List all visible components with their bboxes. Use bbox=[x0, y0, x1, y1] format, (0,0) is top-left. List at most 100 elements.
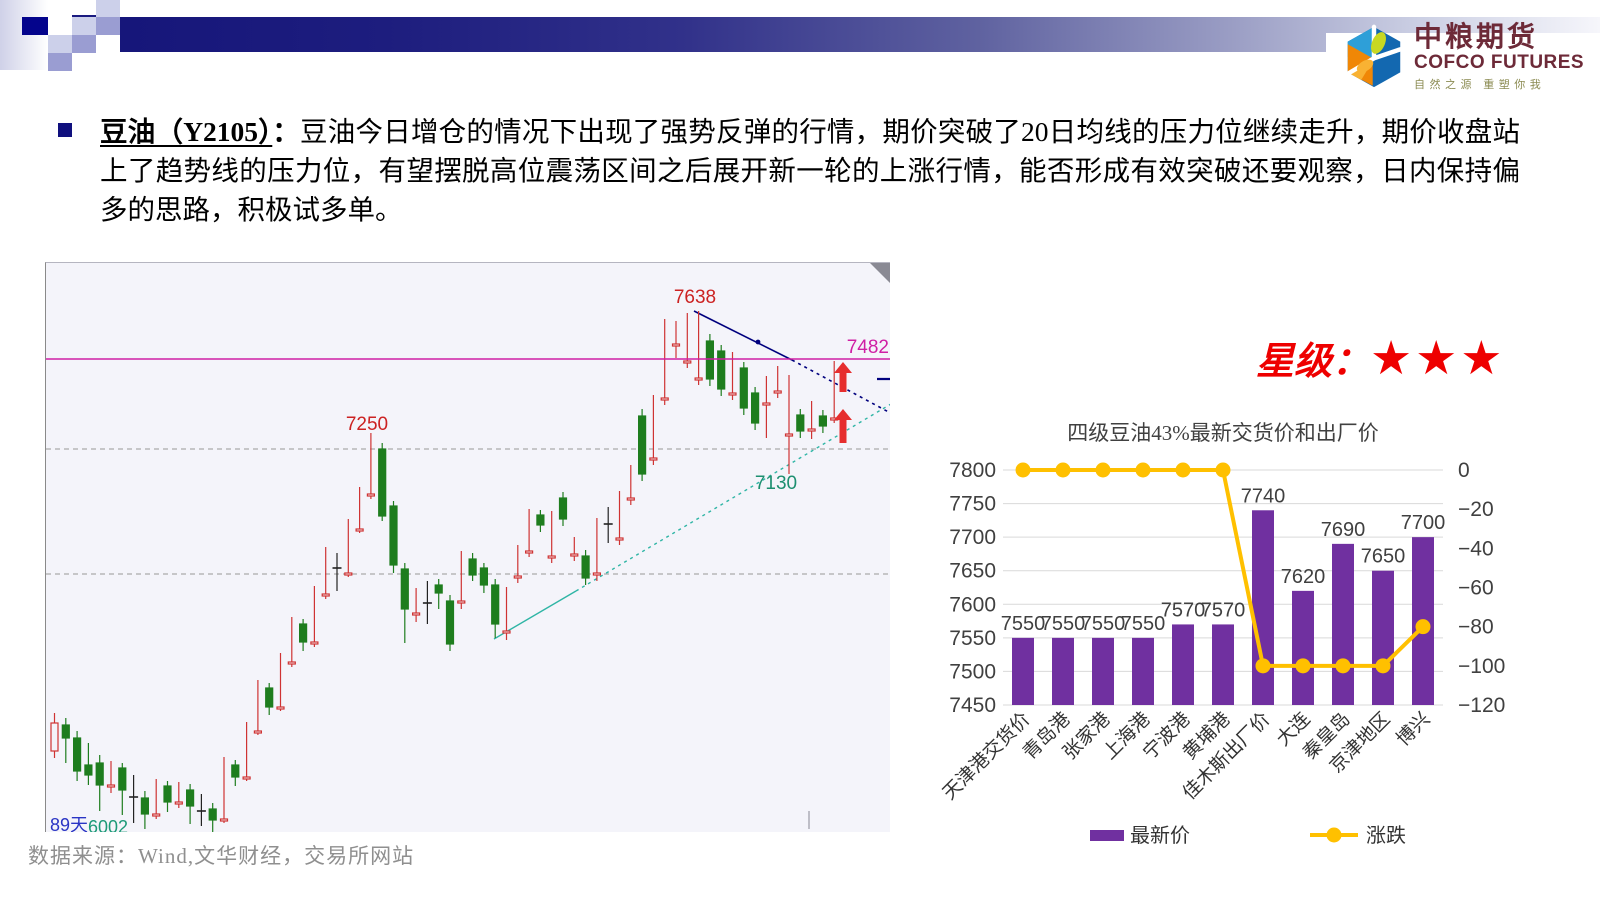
bar-value-label: 7550 bbox=[1081, 613, 1126, 635]
bar bbox=[1372, 570, 1394, 705]
header-gradient-strip bbox=[0, 0, 48, 70]
candle-body bbox=[253, 730, 262, 734]
candle-body bbox=[807, 428, 816, 432]
left-axis-tick: 7600 bbox=[949, 593, 996, 616]
left-axis-tick: 7800 bbox=[949, 459, 996, 482]
candle-body bbox=[728, 392, 737, 396]
candle-body bbox=[717, 350, 726, 390]
candle-body bbox=[95, 762, 104, 786]
bar bbox=[1052, 637, 1074, 705]
bar-value-label: 7550 bbox=[1001, 613, 1046, 635]
x-axis-label: 天津港交货价 bbox=[938, 708, 1034, 804]
candle-body bbox=[615, 537, 624, 541]
bar bbox=[1092, 637, 1114, 705]
line-marker bbox=[1295, 658, 1311, 674]
left-axis-tick: 7650 bbox=[949, 560, 996, 583]
candle-body bbox=[784, 433, 794, 437]
line-marker bbox=[1055, 462, 1071, 478]
bar bbox=[1212, 624, 1234, 705]
commentary-text: 豆油（Y2105）：豆油今日增仓的情况下出现了强势反弹的行情，期价突破了20日均… bbox=[100, 112, 1520, 229]
cofco-logo: 中粮期货 COFCO FUTURES 自然之源 重塑你我 bbox=[1342, 22, 1584, 92]
data-source-note: 数据来源：Wind,文华财经，交易所网站 bbox=[28, 844, 415, 868]
bar-value-label: 7650 bbox=[1361, 546, 1406, 568]
price-annotation: 6002 bbox=[88, 817, 128, 832]
candle-body bbox=[445, 600, 455, 645]
candle-body bbox=[310, 641, 319, 645]
candle-body bbox=[558, 497, 568, 520]
candle-body bbox=[231, 764, 240, 778]
candle-body bbox=[73, 737, 82, 772]
right-axis-tick: −40 bbox=[1458, 537, 1494, 560]
line-marker bbox=[1375, 658, 1391, 674]
candle-body bbox=[378, 448, 387, 517]
cofco-logo-icon bbox=[1346, 24, 1403, 88]
logo-name-cn: 中粮期货 bbox=[1414, 21, 1539, 52]
candlestick-chart-panel: 7638 7250 7482 7130 89天 6002 bbox=[45, 262, 899, 837]
bar-value-label: 7740 bbox=[1241, 485, 1286, 507]
candle-body bbox=[762, 402, 771, 406]
line-marker bbox=[1255, 658, 1271, 674]
star-icons: ★★★ bbox=[1370, 331, 1506, 386]
candle-body bbox=[671, 343, 681, 347]
candle-body bbox=[581, 555, 590, 579]
right-axis-tick: −60 bbox=[1458, 577, 1494, 600]
candle-body bbox=[321, 593, 330, 597]
bar-value-label: 7620 bbox=[1281, 566, 1326, 588]
price-annotation: 89天 bbox=[50, 815, 88, 832]
price-bar-chart: 四级豆油43%最新交货价和出厂价780077507700765076007550… bbox=[938, 421, 1505, 847]
candle-body bbox=[773, 390, 782, 394]
bar-value-label: 7570 bbox=[1201, 599, 1246, 621]
commentary-colon: ： bbox=[272, 116, 301, 147]
left-axis-tick: 7550 bbox=[949, 627, 996, 650]
candle-body bbox=[366, 493, 375, 497]
price-bar-chart-panel: 四级豆油43%最新交货价和出厂价 7800 7750 7700 7650 7600 7550… bbox=[920, 408, 1580, 858]
candle-body bbox=[513, 575, 522, 579]
candle-body bbox=[152, 813, 161, 817]
line-marker bbox=[1335, 658, 1351, 674]
candle-body bbox=[265, 687, 274, 708]
deco-square-navy bbox=[22, 17, 48, 35]
commentary-label: 豆油（Y2105） bbox=[100, 116, 273, 147]
right-axis-tick: −80 bbox=[1458, 616, 1494, 639]
candle-body bbox=[468, 558, 477, 576]
candle-body bbox=[683, 360, 692, 364]
candle-body bbox=[457, 600, 466, 604]
up-arrow-icon bbox=[834, 362, 852, 392]
candle-body bbox=[208, 808, 217, 821]
resistance-trendline bbox=[693, 310, 793, 361]
line-marker bbox=[1135, 462, 1151, 478]
candle-body bbox=[186, 789, 195, 807]
deco-square bbox=[48, 35, 72, 53]
bar bbox=[1172, 624, 1194, 705]
candle-body bbox=[739, 367, 748, 409]
candle-body bbox=[592, 572, 602, 576]
candle-body bbox=[287, 661, 296, 665]
bar-value-label: 7550 bbox=[1121, 613, 1166, 635]
right-axis-tick: −100 bbox=[1458, 655, 1505, 678]
bar-value-label: 7550 bbox=[1041, 613, 1086, 635]
legend-line-label: 涨跌 bbox=[1366, 824, 1406, 847]
candle-body bbox=[796, 414, 805, 432]
candle-body bbox=[412, 612, 421, 616]
resistance-trendline-projection bbox=[791, 359, 897, 417]
candle-body bbox=[299, 623, 308, 643]
candle-body bbox=[547, 555, 556, 559]
line-marker bbox=[1015, 462, 1031, 478]
line-marker bbox=[1215, 462, 1231, 478]
logo-tagline: 自然之源 重塑你我 bbox=[1414, 79, 1546, 91]
candle-body bbox=[276, 706, 285, 710]
candle-body bbox=[84, 764, 93, 776]
deco-square bbox=[96, 0, 120, 17]
price-annotation: 7482 bbox=[847, 337, 889, 358]
candle-body bbox=[694, 377, 703, 381]
bar bbox=[1132, 637, 1154, 705]
candle-body bbox=[50, 722, 59, 752]
bar bbox=[1332, 543, 1354, 705]
candle-body bbox=[649, 457, 658, 461]
price-annotation: 7130 bbox=[755, 473, 797, 494]
candle-body bbox=[61, 724, 70, 739]
candle-body bbox=[163, 785, 172, 803]
commentary-body: 豆油今日增仓的情况下出现了强势反弹的行情，期价突破了20日均线的压力位继续走升，… bbox=[100, 116, 1521, 225]
legend-bar-swatch bbox=[1090, 830, 1124, 841]
